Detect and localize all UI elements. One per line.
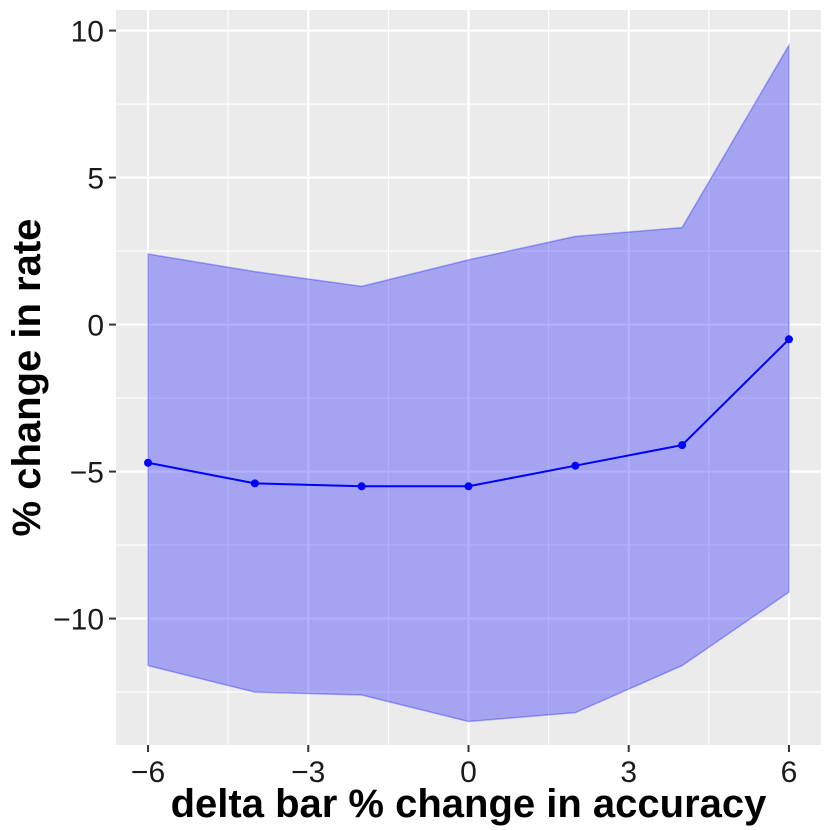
- data-point: [250, 479, 259, 488]
- x-axis-title: delta bar % change in accuracy: [171, 782, 768, 826]
- x-tick-label: 3: [620, 756, 637, 789]
- x-tick-label: 6: [781, 756, 798, 789]
- x-tick-label: −6: [131, 756, 165, 789]
- x-axis-tick-labels: −6 −3 0 3 6: [131, 756, 797, 789]
- data-point: [357, 482, 366, 491]
- x-tick-label: −3: [291, 756, 325, 789]
- series-points-layer: [144, 335, 793, 491]
- y-tick-label: 0: [87, 310, 104, 343]
- data-point: [678, 441, 687, 450]
- y-axis-tick-labels: −10 −5 0 5 10: [53, 16, 104, 637]
- y-tick-label: −10: [53, 604, 104, 637]
- data-point: [571, 461, 580, 470]
- y-tick-label: 5: [87, 163, 104, 196]
- y-tick-label: 10: [71, 16, 104, 49]
- axis-tick-marks: [109, 29, 790, 752]
- confidence-band-layer: [147, 42, 790, 723]
- major-gridlines: [116, 10, 821, 745]
- x-tick-label: 0: [460, 756, 477, 789]
- data-point: [144, 458, 153, 467]
- confidence-band: [147, 42, 790, 723]
- data-point: [464, 482, 473, 491]
- data-point: [784, 335, 793, 344]
- y-axis-title: % change in rate: [5, 219, 49, 537]
- y-tick-label: −5: [70, 457, 104, 490]
